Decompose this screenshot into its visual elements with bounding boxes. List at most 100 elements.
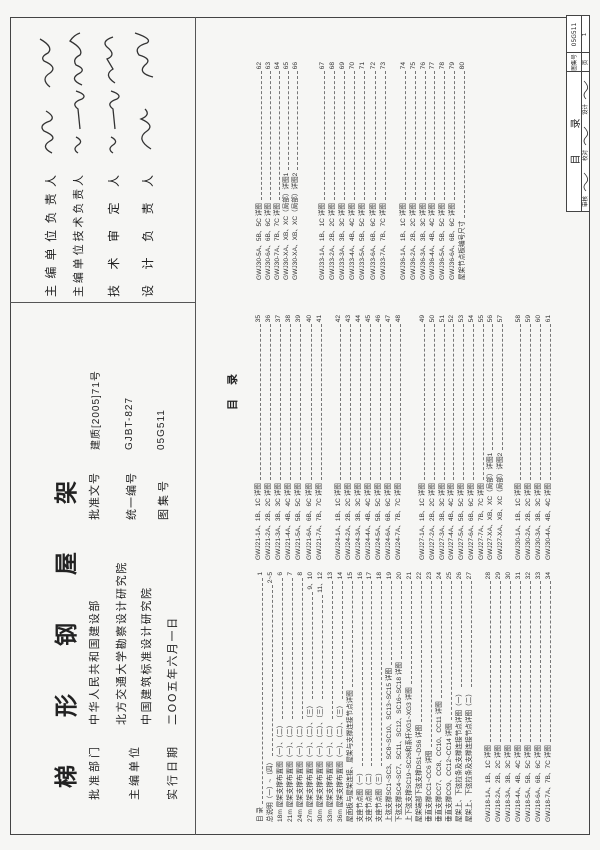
index-entry: GWJ21-7A、7B、7C 详图 41 [315, 315, 324, 560]
index-entry: GWJ27-2A、2B、2C 详图 50 [428, 315, 437, 560]
index-entry-leader [401, 581, 403, 659]
index-entry-title: 目 录 [257, 806, 264, 822]
approval-dept-value: 中华人民共和国建设部 [88, 599, 101, 725]
index-entry: GWJ30-7A、7B、7C 详图 64 [273, 62, 282, 280]
index-entry: GWJ33-7A、7B、7C 详图 73 [379, 62, 388, 280]
index-entry-title: 垂直支撑CC7、CC8、CC10、CC11 详图 [436, 701, 444, 822]
index-entry: GWJ30-1A、1B、1C 详图 58 [514, 315, 523, 560]
index-entry-title: GWJ36-1A、1B、1C 详图 [400, 203, 407, 280]
index-entry-leader [291, 577, 293, 719]
index-entry-title: GWJ30-3A、3B、3C 详图 [535, 483, 542, 560]
index-entry: GWJ33-6A、6B、6C 详图 72 [369, 62, 378, 280]
index-entry-leader [390, 324, 391, 481]
index-entry-leader [281, 577, 283, 719]
index-entry-title: GWJ24-1A、1B、1C 详图 [335, 483, 342, 560]
index-entry: 支座节点图（一） 16 [356, 572, 365, 822]
index-entry: GWJ36-1A、1B、1C 详图 74 [399, 62, 408, 280]
index-entry-page: 1 [257, 572, 264, 576]
index-entry: 24m 屋架支撑布置图（一）、（二） 8 [296, 572, 305, 822]
index-entry-page: 7 [286, 572, 294, 576]
index-entry-leader [287, 71, 289, 170]
index-entry-leader [301, 577, 303, 719]
index-entry: GWJ18-4A、4B、4C 详图 31 [514, 572, 523, 822]
index-entry-page: 2~5 [266, 572, 274, 584]
index-entry-title: 上弦支撑SC1~SC3、SC8~SC10、SC13~SC15 详图 [386, 667, 394, 822]
index-entry-title: GWJ21-3A、3B、3C 详图 [275, 483, 283, 560]
index-entry-title: GWJ27-7A、7B、7C 详图 [477, 483, 485, 560]
index-entry-page: 59 [525, 315, 532, 323]
index-entry: GWJ21-2A、2B、2C 详图 36 [264, 315, 273, 560]
index-entry: 36m 屋架支撑布置图（一）、（二）、（三） 14 [336, 572, 345, 822]
index-entry: GWJ30-2A、2B、2C 详图 59 [524, 315, 533, 560]
index-entry-page: 35 [255, 315, 262, 323]
index-entry-title: GWJ30-5A、5B、5C 详图 [256, 203, 263, 280]
index-entry-page: 36 [265, 315, 273, 323]
atlas-no-value: 05G511 [156, 409, 167, 450]
index-entry-leader [296, 71, 298, 170]
index-entry-page: 43 [345, 315, 352, 323]
index-entry-leader [411, 581, 413, 685]
index-entry-page: 21 [406, 572, 414, 580]
index-entry-title: 总说明（一）~（四） [266, 758, 274, 822]
index-entry-leader [364, 71, 366, 201]
index-entry-leader [370, 324, 371, 481]
index-entry: GWJ30-XA、XB、XC（局部）详图2 66 [291, 62, 300, 280]
index-heading: 目录 [226, 360, 239, 410]
index-entry: GWJ30-5A、5B、5C 详图 62 [255, 62, 264, 280]
index-entry-page: 68 [329, 62, 337, 70]
index-entry-leader [500, 581, 501, 743]
index-entry-title: GWJ30-1A、1B、1C 详图 [515, 483, 522, 560]
index-entry-leader [278, 71, 280, 201]
index-entry-page: 50 [428, 315, 436, 323]
handwritten-signature-1 [39, 38, 54, 154]
index-entry: GWJ24-4A、4B、4C 详图 45 [364, 315, 373, 560]
index-entry-title: GWJ27-3A、3B、3C 详图 [438, 483, 446, 560]
index-entry-page: 53 [458, 315, 465, 323]
index-entry-title: GWJ18-1A、1B、1C 详图 [485, 745, 492, 822]
index-entry-page: 65 [282, 62, 290, 70]
index-entry-page: 44 [355, 315, 362, 323]
index-entry-page: 74 [400, 62, 407, 70]
index-entry-title: GWJ30-6A、6B、6C 详图 [264, 203, 272, 280]
index-entry: 屋架上、下弦拉条及支撑连接节点详图（二） 27 [465, 572, 474, 822]
index-entry-title: GWJ30-XA、XB、XC（局部）详图1 [282, 172, 290, 280]
index-entry: GWJ27-3A、3B、3C 详图 51 [438, 315, 447, 560]
index-entry: 上下弦支撑SC19~SC26和系杆XG1~XG3 详图 21 [405, 572, 414, 822]
index-entry-leader [431, 581, 433, 748]
index-entry-leader [520, 324, 521, 481]
index-entry-leader [424, 71, 426, 201]
index-entry-title: GWJ27-1A、1B、1C 详图 [419, 483, 426, 560]
index-entry: GWJ33-5A、5B、5C 详图 71 [358, 62, 367, 280]
index-entry-leader [492, 324, 494, 450]
index-entry-page: 38 [285, 315, 293, 323]
index-entry-leader [453, 324, 455, 481]
index-entry-title: 33m 屋架支撑布置图（一）、（二） [326, 721, 334, 822]
index-entry-leader [461, 581, 462, 688]
index-entry-page: 23 [426, 572, 434, 580]
index-entry-leader [463, 71, 465, 218]
index-entry-leader [311, 591, 313, 699]
index-entry-title: GWJ27-4A、4B、4C 详图 [448, 483, 456, 560]
index-entry-title: 支座节点图（三） [376, 769, 384, 822]
index-entry-page: 61 [545, 315, 552, 323]
index-entry-page: 6 [276, 572, 284, 576]
index-entry: GWJ30-6A、6B、6C 详图 63 [264, 62, 273, 280]
index-entry-page: 45 [365, 315, 372, 323]
index-entry-title: 27m 屋架支撑布置图（一）、（二）、（三） [306, 701, 314, 822]
index-entry-title: GWJ36-4A、4B、4C 详图 [429, 203, 437, 280]
index-entry: 18m 屋架支撑布置图（一）、（二） 6 [276, 572, 285, 822]
index-entry: GWJ33-2A、2B、2C 详图 68 [328, 62, 337, 280]
index-entry: 21m 屋架支撑布置图（一）、（二） 7 [286, 572, 295, 822]
index-entry: GWJ21-5A、5B、5C 详图 39 [294, 315, 303, 560]
index-entry-leader [360, 324, 361, 481]
index-entry-page: 19 [386, 572, 394, 580]
index-entry: 上弦支撑SC1~SC3、SC8~SC10、SC13~SC15 详图 19 [385, 572, 394, 822]
index-entry: GWJ36-3A、3B、3C 详图 76 [419, 62, 428, 280]
index-entry: GWJ27-5A、5B、5C 详图 53 [457, 315, 466, 560]
handwritten-signature-4 [134, 32, 154, 150]
index-entry-title: GWJ33-7A、7B、7C 详图 [379, 203, 387, 280]
approval-doc-label: 批准文号 [88, 472, 101, 520]
index-entry-leader [270, 324, 272, 481]
effective-date-label: 实行日期 [166, 744, 179, 800]
index-entry-page: 46 [375, 315, 382, 323]
